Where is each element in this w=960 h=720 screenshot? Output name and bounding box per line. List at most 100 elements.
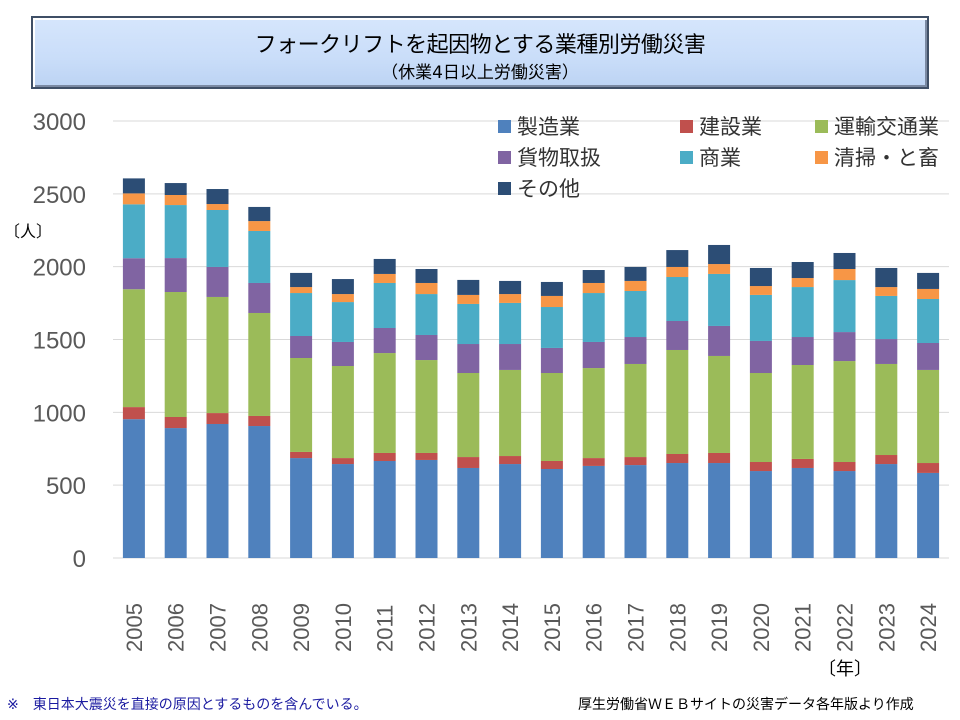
bar-stack-2009 [290,272,313,558]
legend-label: 清掃・と畜 [834,146,939,170]
bar-segment [248,230,271,283]
bar-stack-2011 [373,258,396,558]
bar-segment [875,455,898,465]
x-tick-label: 2007 [206,603,231,652]
bar-stack-2012 [415,268,438,558]
bar-segment [331,294,354,303]
bar-segment [331,464,354,558]
bar-segment [833,361,856,463]
bar-stack-2007 [206,189,229,558]
bar-segment [457,373,480,458]
bar-segment [540,281,563,296]
bar-segment [457,303,480,345]
bar-segment [373,460,396,558]
bar-segment [749,340,772,374]
bar-segment [248,221,271,231]
bar-stack-2015 [540,281,563,558]
x-tick-label: 2017 [624,603,649,652]
bar-segment [373,327,396,354]
legend-item: 製造業 [498,111,580,141]
bar-stack-2021 [791,262,814,558]
bar-segment [917,472,940,558]
bar-segment [917,288,940,300]
bar-segment [499,369,522,457]
bar-segment [540,347,563,374]
legend-item: その他 [498,173,580,203]
legend-swatch [680,151,693,164]
y-tick-label: 500 [46,473,86,500]
bar-segment [457,279,480,295]
bar-segment [290,293,313,337]
legend-label: 運輸交通業 [834,115,939,139]
x-tick-label: 2008 [247,603,272,652]
legend-label: 商業 [699,146,741,170]
bar-segment [331,279,354,295]
legend-swatch [680,120,693,133]
y-tick-label: 0 [73,546,86,573]
legend-label: 貨物取扱 [517,146,601,170]
bar-stack-2006 [164,183,187,558]
bar-segment [582,341,605,369]
bar-segment [248,312,271,416]
bar-segment [708,325,731,356]
bar-segment [122,407,145,420]
bar-segment [708,264,731,274]
bar-segment [666,250,689,267]
bar-segment [206,266,229,297]
x-tick-label: 2011 [373,605,398,652]
bar-segment [749,471,772,558]
bar-segment [457,294,480,304]
bar-segment [833,268,856,281]
bar-segment [331,302,354,342]
bar-segment [164,183,187,195]
x-tick-label: 2010 [331,603,356,652]
legend-item: 清掃・と畜 [815,142,939,172]
x-tick-label: 2005 [122,603,147,652]
bar-segment [206,423,229,558]
bar-segment [290,357,313,452]
bar-segment [248,206,271,222]
bar-segment [290,272,313,288]
bar-segment [122,419,145,558]
y-tick-label: 3000 [33,109,86,136]
bar-segment [122,258,145,290]
bar-segment [540,468,563,558]
x-tick-label: 2019 [707,603,732,652]
legend-item: 貨物取扱 [498,142,601,172]
bar-segment [499,344,522,370]
bar-segment [540,460,563,469]
bar-segment [373,258,396,274]
bar-segment [582,270,605,283]
bar-segment [833,471,856,558]
x-tick-label: 2022 [833,603,858,652]
bar-segment [248,415,271,427]
bar-segment [122,204,145,259]
bar-segment [415,459,438,558]
bar-segment [917,299,940,343]
y-tick-label: 2000 [33,255,86,282]
bar-segment [206,189,229,205]
y-axis-ticks: 0 500 1000 1500 2000 2500 3000 [33,109,86,573]
bar-segment [833,332,856,362]
x-tick-label: 2021 [791,603,816,652]
bar-stack-2014 [499,280,522,558]
bar-segment [331,341,354,367]
bar-segment [164,416,187,429]
bar-segment [164,194,187,206]
y-tick-label: 1500 [33,328,86,355]
bar-stack-2019 [708,244,731,558]
bar-segment [749,286,772,295]
bar-stack-2018 [666,250,689,558]
legend-label: 建設業 [699,115,762,139]
source-note: 厚生労働省ＷＥＢサイトの災害データ各年版より作成 [578,697,914,713]
bar-segment [582,293,605,342]
x-tick-label: 2023 [874,603,899,652]
bar-segment [708,463,731,558]
bar-segment [666,277,689,322]
bar-segment [624,337,647,364]
bar-segment [540,373,563,461]
x-axis-ticks: 2005 2006 2007 2008 2009 2010 2011 2012 2013 2014… [122,603,941,652]
bar-segment [248,282,271,313]
bar-segment [206,296,229,414]
bar-segment [666,453,689,464]
